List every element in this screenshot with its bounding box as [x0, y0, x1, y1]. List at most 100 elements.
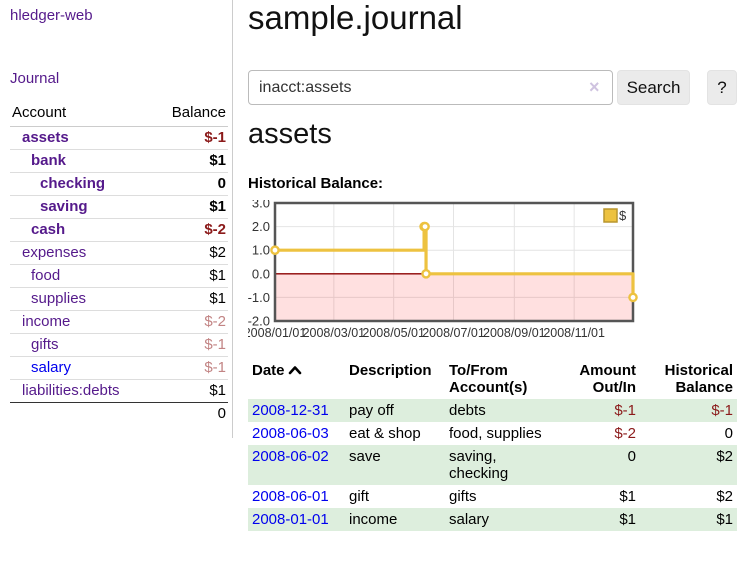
account-link[interactable]: gifts — [31, 336, 59, 353]
register-table: Date Description To/From Account(s) Amou… — [248, 359, 737, 531]
account-balance: $1 — [160, 195, 228, 219]
account-row: supplies $1 — [10, 287, 228, 311]
sidebar-item-journal[interactable]: Journal — [10, 70, 60, 87]
sort-ascending-icon — [288, 362, 302, 379]
transaction-date-link[interactable]: 2008-12-31 — [252, 402, 329, 419]
svg-text:2008/11/01: 2008/11/01 — [543, 326, 605, 340]
column-header-accounts: To/From Account(s) — [449, 362, 528, 396]
transaction-balance: $2 — [716, 488, 733, 505]
account-balance: $-1 — [160, 356, 228, 380]
transaction-amount: $1 — [619, 488, 636, 505]
transaction-accounts: food, supplies — [449, 425, 542, 442]
svg-text:2008/01/01: 2008/01/01 — [248, 326, 306, 340]
account-balance: 0 — [160, 172, 228, 196]
svg-text:2008/05/01: 2008/05/01 — [362, 326, 425, 340]
account-heading: assets — [248, 118, 332, 150]
accounts-total-value: 0 — [217, 405, 226, 422]
register-row: 2008-01-01 income salary $1 $1 — [248, 508, 737, 531]
transaction-accounts: salary — [449, 511, 490, 528]
search-input[interactable] — [248, 70, 613, 105]
transaction-date-link[interactable]: 2008-06-02 — [252, 448, 329, 465]
account-row: salary $-1 — [10, 356, 228, 380]
sidebar: hledger-web Journal Account Balance asse… — [0, 0, 232, 582]
account-tree-table: Account Balance assets $-1 bank $1 checking 0… — [10, 100, 228, 425]
account-link[interactable]: bank — [31, 152, 67, 169]
account-link[interactable]: expenses — [22, 244, 87, 261]
account-row: checking 0 — [10, 172, 228, 196]
account-link[interactable]: cash — [31, 221, 66, 238]
account-link[interactable]: checking — [40, 175, 106, 192]
transaction-balance: $1 — [716, 511, 733, 528]
transaction-accounts: gifts — [449, 488, 477, 505]
account-link[interactable]: liabilities:debts — [22, 382, 120, 399]
account-table-header: Account Balance — [10, 100, 228, 127]
brand-link[interactable]: hledger-web — [10, 7, 93, 24]
account-row: assets $-1 — [10, 126, 228, 150]
svg-text:1.0: 1.0 — [252, 243, 270, 258]
register-row: 2008-12-31 pay off debts $-1 $-1 — [248, 399, 737, 422]
transaction-description: gift — [349, 488, 370, 505]
account-balance: $2 — [160, 241, 228, 265]
register-row: 2008-06-03 eat & shop food, supplies $-2 0 — [248, 422, 737, 445]
account-link[interactable]: salary — [31, 359, 72, 376]
transaction-balance: $-1 — [711, 402, 733, 419]
svg-text:3.0: 3.0 — [252, 200, 270, 211]
page-title: sample.journal — [248, 0, 463, 36]
transaction-amount: $-1 — [614, 402, 636, 419]
register-header-row: Date Description To/From Account(s) Amou… — [248, 359, 737, 399]
svg-text:$: $ — [619, 208, 627, 223]
account-link[interactable]: supplies — [31, 290, 87, 307]
account-balance: $-2 — [160, 310, 228, 334]
account-link[interactable]: saving — [40, 198, 88, 215]
account-row: saving $1 — [10, 195, 228, 219]
search-form: × Search ? — [248, 70, 737, 106]
svg-text:2008/03/01: 2008/03/01 — [303, 326, 366, 340]
account-link[interactable]: food — [31, 267, 61, 284]
svg-text:-2.0: -2.0 — [248, 314, 270, 329]
clear-search-icon[interactable]: × — [589, 77, 600, 97]
account-row: income $-2 — [10, 310, 228, 334]
account-balance: $-1 — [160, 126, 228, 150]
transaction-description: eat & shop — [349, 425, 421, 442]
transaction-date-link[interactable]: 2008-06-01 — [252, 488, 329, 505]
account-link[interactable]: income — [22, 313, 71, 330]
sidebar-divider — [232, 0, 233, 438]
help-button[interactable]: ? — [707, 70, 737, 105]
column-header-amount: Amount Out/In — [579, 362, 636, 396]
account-balance: $1 — [160, 287, 228, 311]
main-content: sample.journal × Search ? assets Histori… — [244, 0, 737, 582]
column-header-date[interactable]: Date — [248, 359, 345, 399]
search-button[interactable]: Search — [617, 70, 690, 105]
svg-text:-1.0: -1.0 — [248, 290, 270, 305]
column-header-balance: Historical Balance — [664, 362, 733, 396]
account-row: cash $-2 — [10, 218, 228, 242]
account-balance: $-2 — [160, 218, 228, 242]
transaction-accounts: debts — [449, 402, 486, 419]
chart-title: Historical Balance: — [248, 175, 384, 192]
balance-column-header: Balance — [160, 100, 228, 127]
column-header-description: Description — [349, 362, 432, 379]
accounts-total-row: 0 — [10, 403, 228, 426]
transaction-balance: 0 — [724, 425, 733, 442]
account-row: gifts $-1 — [10, 333, 228, 357]
transaction-date-link[interactable]: 2008-06-03 — [252, 425, 329, 442]
transaction-amount: $-2 — [614, 425, 636, 442]
account-balance: $1 — [160, 264, 228, 288]
svg-text:2008/09/01: 2008/09/01 — [483, 326, 546, 340]
date-header-label: Date — [252, 362, 285, 379]
transaction-description: save — [349, 448, 381, 465]
transaction-balance: $2 — [716, 448, 733, 465]
account-row: liabilities:debts $1 — [10, 379, 228, 403]
transaction-accounts: saving, checking — [449, 448, 509, 482]
svg-text:2.0: 2.0 — [252, 219, 270, 234]
account-balance: $1 — [160, 379, 228, 403]
account-balance: $1 — [160, 149, 228, 173]
account-row: food $1 — [10, 264, 228, 288]
account-balance: $-1 — [160, 333, 228, 357]
transaction-date-link[interactable]: 2008-01-01 — [252, 511, 329, 528]
account-column-header: Account — [10, 100, 160, 127]
account-link[interactable]: assets — [22, 129, 69, 146]
historical-balance-chart: $3.0 2.0 1.0 0.0 -1.0 -2.0 2008/01/01 2008/03/0… — [244, 196, 648, 346]
svg-text:0.0: 0.0 — [252, 266, 270, 281]
register-row: 2008-06-02 save saving, checking 0 $2 — [248, 445, 737, 485]
